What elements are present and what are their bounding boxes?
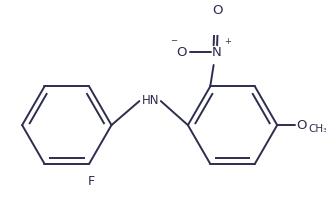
Text: O: O xyxy=(176,46,186,59)
Text: +: + xyxy=(224,37,231,46)
Text: HN: HN xyxy=(142,94,159,107)
Text: CH₃: CH₃ xyxy=(309,124,326,134)
Text: O: O xyxy=(213,4,223,17)
Text: N: N xyxy=(212,46,222,59)
Text: O: O xyxy=(296,119,306,132)
Text: F: F xyxy=(87,175,95,188)
Text: −: − xyxy=(170,37,177,45)
